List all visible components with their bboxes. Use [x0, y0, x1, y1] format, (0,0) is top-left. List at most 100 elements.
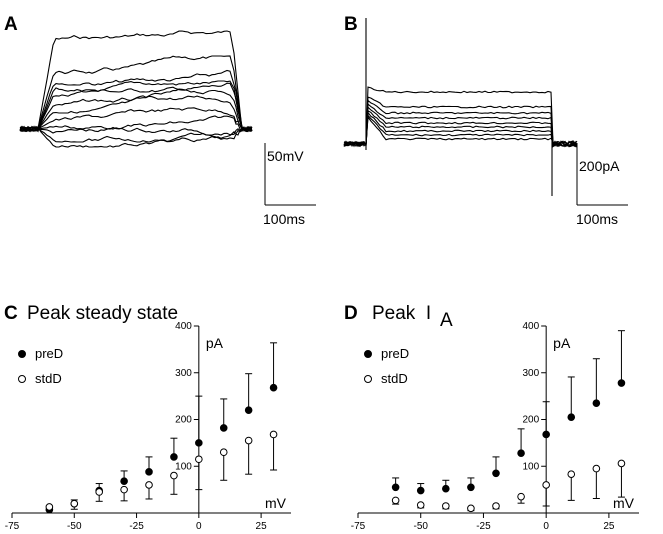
voltage-trace: [19, 69, 253, 133]
current-trace: [343, 86, 578, 148]
x-tick-label: -50: [67, 521, 82, 532]
data-point: [391, 483, 400, 492]
data-point: [467, 504, 475, 513]
voltage-trace: [19, 80, 253, 133]
data-point: [95, 488, 103, 496]
data-point: [567, 470, 576, 478]
panel-d-title-subscript: A: [440, 310, 453, 331]
x-tick-label: 25: [603, 521, 615, 532]
data-point: [492, 469, 500, 478]
data-point: [195, 455, 203, 464]
panel-d: D Peak I A -75 -50 -25 0 25 100 200 300 400 pA mV p…: [344, 303, 639, 532]
data-point: [467, 483, 475, 492]
data-point: [492, 502, 500, 510]
current-trace: [343, 99, 578, 148]
current-trace: [343, 109, 578, 148]
data-point: [145, 468, 153, 476]
data-point: [592, 464, 601, 473]
legend-marker: [18, 350, 26, 358]
legend-marker: [364, 375, 372, 383]
y-tick-label: 300: [175, 368, 192, 379]
voltage-trace: [19, 82, 253, 132]
y-tick-label: 400: [175, 321, 192, 332]
series-stdD: [391, 459, 626, 513]
y-tick-label: 200: [522, 415, 539, 426]
data-point: [170, 471, 178, 480]
voltage-trace: [19, 95, 253, 133]
panel-c-title: Peak steady state: [27, 303, 178, 324]
panel-d-title: Peak I: [372, 303, 431, 324]
y-tick-label: 100: [522, 461, 539, 472]
panel-b-scale-time: 100ms: [576, 211, 618, 227]
panel-b-scale-current: 200pA: [579, 158, 620, 174]
legend-label: preD: [381, 346, 409, 361]
y-tick-label: 400: [522, 321, 539, 332]
data-point: [269, 383, 278, 392]
panel-d-label: D: [344, 303, 358, 324]
x-tick-label: 0: [196, 521, 202, 532]
data-point: [219, 448, 228, 457]
legend: preD stdD: [364, 346, 409, 386]
legend: preD stdD: [18, 346, 63, 386]
panel-b-label: B: [344, 14, 358, 35]
legend-label: preD: [35, 346, 63, 361]
data-point: [617, 459, 626, 468]
panel-a-voltage-traces: [19, 30, 253, 148]
panel-b: B 200pA 100ms: [343, 14, 628, 227]
data-point: [170, 453, 178, 461]
data-point: [517, 492, 525, 501]
x-axis-label: mV: [265, 495, 287, 511]
data-point: [542, 481, 550, 489]
voltage-trace: [19, 115, 253, 133]
legend-label: stdD: [35, 371, 62, 386]
legend-label: stdD: [381, 371, 408, 386]
data-point: [416, 486, 425, 495]
panel-b-current-traces: [343, 18, 578, 196]
data-point: [416, 501, 425, 509]
y-axis-label: pA: [553, 335, 571, 351]
voltage-trace: [19, 30, 253, 132]
data-point: [442, 484, 450, 493]
y-tick-label: 200: [175, 415, 192, 426]
panel-a-scale-time: 100ms: [263, 211, 305, 227]
panel-c-chart: -75 -50 -25 0 25 100 200 300 400 pA mV preD stdD: [5, 321, 291, 532]
panel-c: C Peak steady state -75 -50 -25 0 25 100 200 30…: [4, 303, 291, 532]
data-point: [391, 496, 400, 505]
current-trace: [343, 102, 578, 147]
x-tick-label: -25: [129, 521, 144, 532]
data-point: [120, 485, 128, 494]
x-axis-label: mV: [613, 495, 635, 511]
data-point: [219, 424, 228, 432]
panel-a-label: A: [4, 14, 18, 35]
data-point: [244, 436, 253, 445]
panel-a-scale-bar: 50mV 100ms: [263, 143, 316, 227]
voltage-trace: [19, 126, 253, 136]
current-trace: [343, 114, 578, 148]
data-point: [145, 481, 153, 489]
panel-d-chart: -75 -50 -25 0 25 100 200 300 400 pA mV preD stdD: [351, 321, 639, 532]
series-stdD: [45, 430, 278, 512]
data-point: [617, 379, 626, 387]
data-point: [45, 503, 54, 511]
data-point: [442, 502, 450, 510]
data-point: [542, 430, 550, 439]
x-tick-label: -75: [351, 521, 366, 532]
current-trace: [343, 115, 577, 148]
voltage-trace: [19, 125, 253, 143]
series-preD: [45, 342, 278, 514]
series-preD: [391, 330, 626, 495]
legend-marker: [18, 375, 26, 383]
panel-c-label: C: [4, 303, 18, 324]
data-point: [120, 477, 128, 486]
voltage-trace: [19, 107, 253, 132]
data-point: [195, 439, 203, 447]
y-tick-label: 300: [522, 368, 539, 379]
y-tick-label: 100: [175, 461, 192, 472]
panel-b-scale-bar: 200pA 100ms: [576, 143, 628, 227]
current-trace: [343, 96, 578, 148]
panel-a: A 50mV 100ms: [4, 14, 316, 227]
x-tick-label: -50: [413, 521, 428, 532]
data-point: [567, 413, 576, 421]
x-tick-label: 25: [256, 521, 268, 532]
